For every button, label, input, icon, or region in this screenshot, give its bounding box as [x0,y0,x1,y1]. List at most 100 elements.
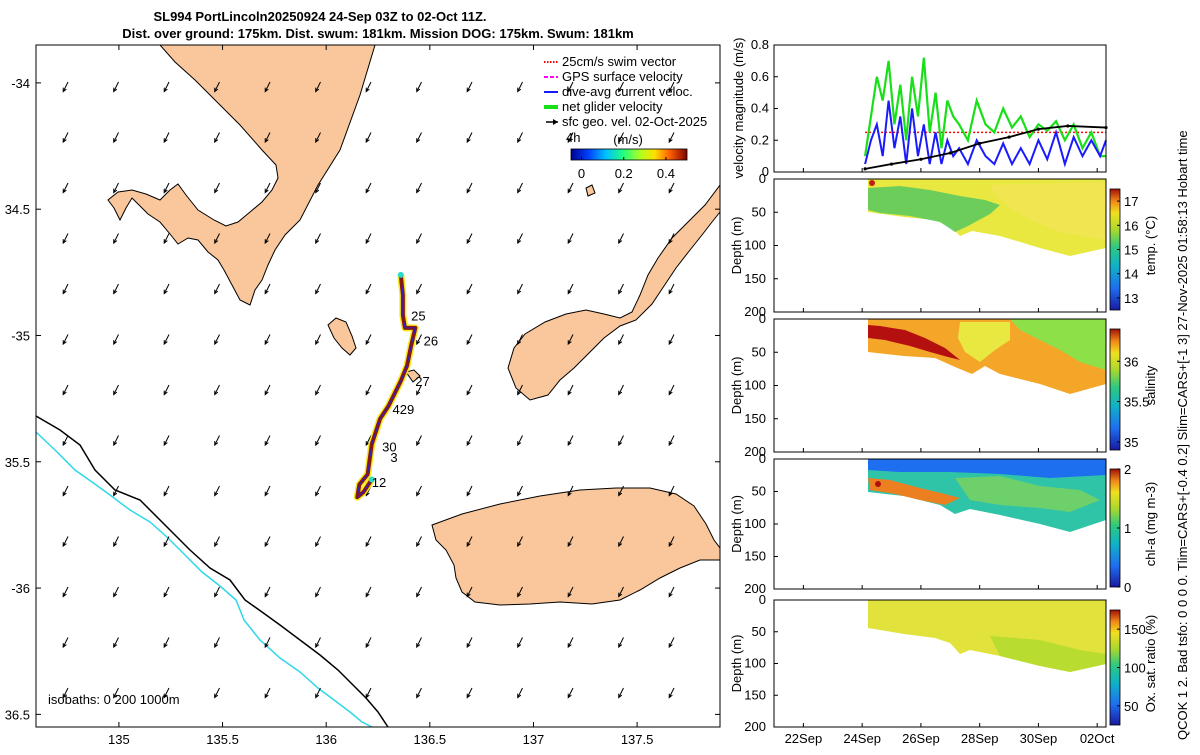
current-arrow [214,182,220,194]
oxygen-low-patch [990,636,1106,672]
section-colorbar-tick-label: 17 [1124,194,1138,209]
velocity-sfc-geo-point [919,157,923,161]
section-colorbar-tick-label: 1 [1124,521,1131,536]
time-tick-label: 24Sep [843,731,881,746]
current-arrow [567,485,574,497]
current-arrow [113,283,119,295]
map-x-tick-label: 137.5 [621,732,654,747]
speed-colorbar-tick-label: 0.4 [657,166,675,181]
current-arrow [517,81,523,93]
current-arrow [113,687,119,699]
velocity-sfc-geo-point [978,141,982,146]
current-arrow [365,536,372,548]
current-arrow [163,384,170,396]
current-arrow [62,435,69,447]
current-arrow [466,283,473,295]
map-axes-background [36,45,720,727]
title-line-2: Dist. over ground: 175km. Dist. swum: 18… [122,26,634,41]
section-colorbar-tick-label: 0 [1124,580,1131,595]
section-y-tick-label: 200 [744,444,766,459]
current-arrow [264,687,271,699]
map-y-tick-label: 35.5 [5,455,30,470]
current-arrow [264,586,271,598]
velocity-y-tick-label: 0.4 [751,101,769,116]
temperature-panel [868,179,1106,256]
current-arrow [365,233,372,245]
current-arrow [668,334,675,346]
current-arrow [113,485,119,497]
current-arrow [466,384,473,396]
track-day-label: 27 [415,374,429,389]
velocity-series: 0 0.2 0.4 0.6 0.8 [751,37,1108,179]
temperature-cool-patch [868,186,1000,232]
current-arrow [264,536,271,548]
current-arrow [62,334,69,346]
current-arrow [315,485,321,497]
current-arrow [517,637,523,649]
current-arrow [214,283,220,295]
current-arrow [668,536,675,548]
current-arrow [113,637,119,649]
current-arrow [416,283,422,295]
current-arrow [618,586,624,598]
map-legend: 25cm/s swim vector GPS surface velocity … [544,54,707,145]
velocity-series-line [864,100,1107,168]
current-arrow [517,283,523,295]
current-arrow [315,536,321,548]
current-arrow [618,334,624,346]
current-arrow [416,586,422,598]
current-arrow [517,182,523,194]
section-y-tick-label: 150 [744,687,766,702]
current-arrow [113,233,119,245]
current-arrow [668,283,675,295]
current-arrow [668,132,675,144]
current-arrow [315,132,321,144]
current-arrow [517,687,523,699]
current-arrow [264,182,271,194]
section-colorbar-label: Ox. sat. ratio (%) [1143,615,1158,713]
current-arrow [113,334,119,346]
time-tick-label: 02Oct [1080,731,1115,746]
current-arrow [163,182,170,194]
current-arrow [365,182,372,194]
speed-colorbar-label: (m/s) [613,132,643,147]
section-y-tick-label: 100 [744,378,766,393]
current-arrow [365,586,372,598]
glider-track [353,271,419,501]
velocity-y-tick-label: 0 [762,164,769,179]
current-arrow [517,435,523,447]
current-arrow [163,485,170,497]
current-arrow [668,384,675,396]
section-colorbar-label: temp. (°C) [1143,216,1158,275]
map-y-tick-label: -35 [11,328,30,343]
current-arrow [416,81,422,93]
velocity-series-line [863,57,1106,158]
current-arrow [618,182,624,194]
current-arrow [365,334,372,346]
current-arrow [214,435,220,447]
track-end [368,476,375,483]
velocity-panel: 0 0.2 0.4 0.6 0.8 velocity magnitude (m/s) [731,37,1108,179]
section-colorbar [1109,328,1121,451]
section-colorbar-tick-label: 35 [1124,435,1138,450]
current-arrow [365,132,372,144]
current-arrow [163,435,170,447]
track-day-label: 3 [390,450,397,465]
chlorophyll-panel [868,459,1106,532]
legend-gps-velocity-label: GPS surface velocity [562,69,683,84]
map-x-tick-label: 137 [523,732,545,747]
title-line-1: SL994 PortLincoln20250924 24-Sep 03Z to … [153,9,486,24]
legend-sfc-geo-arrowhead [553,119,558,125]
section-y-tick-label: 100 [744,516,766,531]
section-colorbar-tick-label: 150 [1124,622,1146,637]
current-arrow [668,485,675,497]
velocity-axes-border [773,44,1107,173]
current-arrow [163,132,170,144]
speed-colorbar-ticks: 0 0.2 0.4 [578,157,675,181]
current-arrow [567,435,574,447]
current-arrow [668,435,675,447]
current-arrow [113,132,119,144]
legend-dive-avg-label: dive-avg current veloc. [562,84,693,99]
